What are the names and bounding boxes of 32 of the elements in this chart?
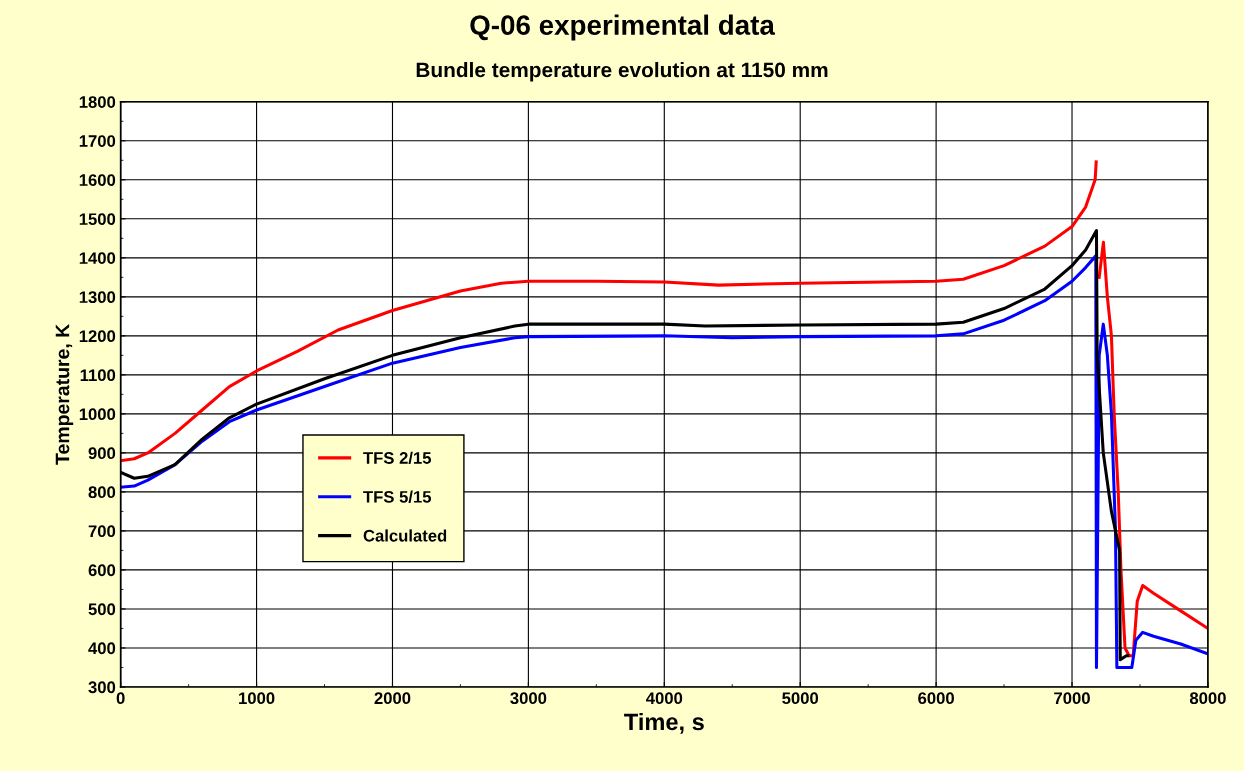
y-tick-label: 1000	[79, 408, 116, 421]
y-tick-label: 400	[88, 642, 116, 655]
x-tick-label: 2000	[374, 692, 411, 705]
y-axis-title: Temperature, K	[55, 323, 74, 465]
legend-label: TFS 5/15	[363, 490, 432, 503]
y-tick-label: 1200	[79, 330, 116, 343]
y-tick-label: 800	[88, 486, 116, 499]
y-tick-label: 1600	[79, 174, 116, 186]
legend-label: TFS 2/15	[363, 451, 432, 465]
x-tick-label: 0	[116, 692, 125, 705]
y-tick-label: 1800	[79, 96, 116, 108]
legend-label: Calculated	[363, 529, 447, 542]
y-tick-label: 600	[88, 564, 116, 577]
chart-subtitle: Bundle temperature evolution at 1150 mm	[416, 62, 828, 82]
x-tick-label: 8000	[1189, 692, 1226, 705]
y-tick-label: 1300	[79, 291, 116, 304]
y-tick-label: 700	[88, 525, 116, 538]
x-tick-label: 7000	[1054, 692, 1090, 705]
x-tick-label: 6000	[918, 692, 954, 705]
x-tick-label: 4000	[646, 692, 683, 705]
y-tick-label: 1100	[80, 369, 116, 382]
y-tick-label: 1400	[79, 252, 116, 265]
x-tick-label: 1000	[239, 692, 275, 705]
y-tick-label: 1500	[79, 213, 116, 226]
chart-title: Q-06 experimental data	[470, 14, 776, 41]
y-tick-label: 300	[88, 681, 116, 694]
y-tick-label: 1700	[79, 135, 116, 147]
x-tick-label: 5000	[782, 692, 819, 705]
x-tick-label: 3000	[510, 692, 547, 705]
y-tick-label: 500	[88, 603, 116, 616]
x-axis-title: Time, s	[624, 712, 704, 734]
y-tick-label: 900	[88, 447, 116, 460]
